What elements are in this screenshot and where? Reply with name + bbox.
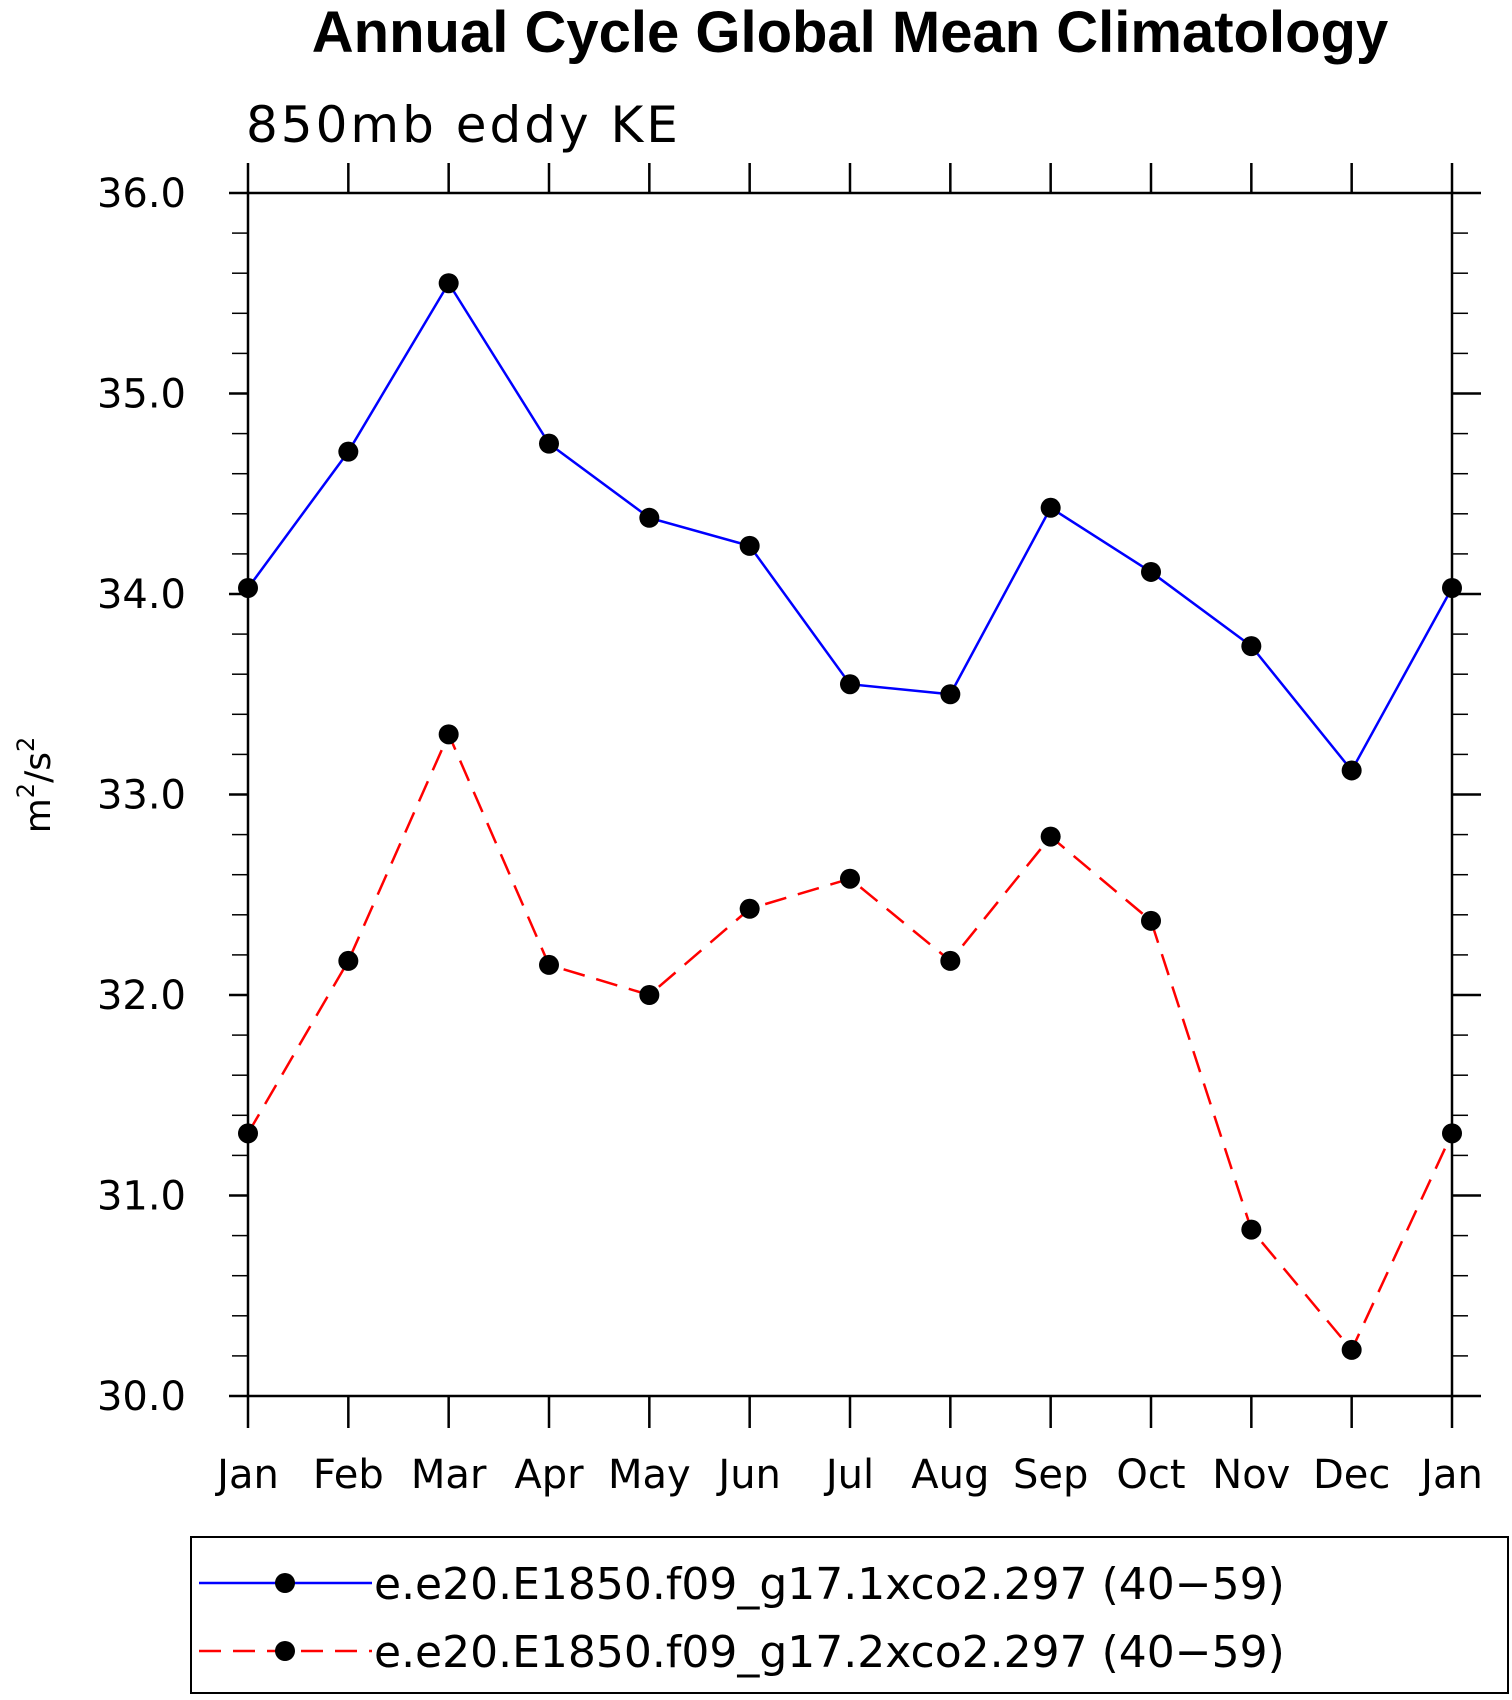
data-point [840,674,860,695]
y-tick-label: 31.0 [97,1174,186,1220]
series-layer [238,273,1462,1360]
data-point [739,535,760,556]
chart-title: Annual Cycle Global Mean Climatology [312,0,1388,65]
y-tick-label: 32.0 [97,973,186,1019]
y-tick-label: 30.0 [97,1374,186,1420]
x-tick-label: Mar [411,1452,487,1498]
data-point [940,684,961,705]
x-tick-label: Apr [514,1452,584,1498]
data-point [539,433,559,454]
data-point [1241,1219,1262,1240]
x-tick-label: Jun [715,1452,781,1498]
x-tick-label: Sep [1013,1452,1088,1498]
data-point [338,441,359,462]
y-tick-label: 35.0 [97,372,186,418]
x-tick-label: Feb [313,1452,384,1498]
x-tick-label: Dec [1313,1452,1390,1498]
legend-marker-series-2 [275,1641,295,1661]
y-axis-label-slash: /s [18,752,59,783]
series-line [246,731,1454,1353]
x-tick-label: Oct [1116,1452,1185,1498]
series-line [246,280,1454,773]
chart-subtitle: 850mb eddy KE [246,96,681,154]
data-point [639,985,660,1005]
legend-marker-series-1 [275,1573,295,1593]
legend-label-series-2: e.e20.E1850.f09_g17.2xco2.297 (40−59) [374,1627,1285,1678]
legend-box [190,1536,1509,1694]
data-point [1341,1339,1362,1360]
data-point [1141,910,1161,931]
y-tick-label: 33.0 [97,773,186,819]
data-point [238,1123,258,1144]
data-point [739,898,760,919]
x-tick-label: May [608,1452,691,1498]
y-tick-label: 36.0 [97,171,186,217]
data-point [639,507,660,528]
data-point [1241,636,1262,657]
data-point [840,868,860,889]
y-axis-tick-labels: 30.0 31.0 32.0 33.0 34.0 35.0 36.0 [97,171,186,1420]
x-tick-label: Jan [214,1452,279,1498]
data-point [438,724,459,745]
data-point [940,950,961,971]
x-tick-label: Aug [911,1452,989,1498]
data-point [1040,497,1061,518]
data-point [438,273,459,294]
series-2 [238,724,1462,1360]
x-axis-tick-labels: Jan Feb Mar Apr May Jun Jul Aug Sep Oct Nov Dec Jan [214,1452,1483,1498]
x-tick-label: Jul [823,1452,874,1498]
y-axis-label-sup1: 2 [12,783,40,798]
data-point [1442,577,1462,598]
x-tick-label: Nov [1212,1452,1290,1498]
data-point [539,954,559,975]
data-point [338,950,359,971]
y-axis-label-base: m [18,798,59,833]
data-point [1141,561,1161,582]
x-axis-ticks [246,163,1454,1428]
y-tick-label: 34.0 [97,572,186,618]
y-axis-label-sup2: 2 [12,737,40,752]
data-point [1442,1123,1462,1144]
series-1 [238,273,1462,781]
legend: e.e20.E1850.f09_g17.1xco2.297 (40−59) e.… [190,1536,1509,1694]
plot-frame [246,191,1454,1398]
x-tick-label: Jan [1418,1452,1483,1498]
y-axis-label: m2/s2 [12,737,59,834]
plot-border [246,191,1454,1398]
legend-label-series-1: e.e20.E1850.f09_g17.1xco2.297 (40−59) [374,1559,1285,1610]
y-axis-ticks [229,191,1481,1398]
data-point [238,577,258,598]
data-point [1040,826,1061,847]
data-point [1341,760,1362,781]
